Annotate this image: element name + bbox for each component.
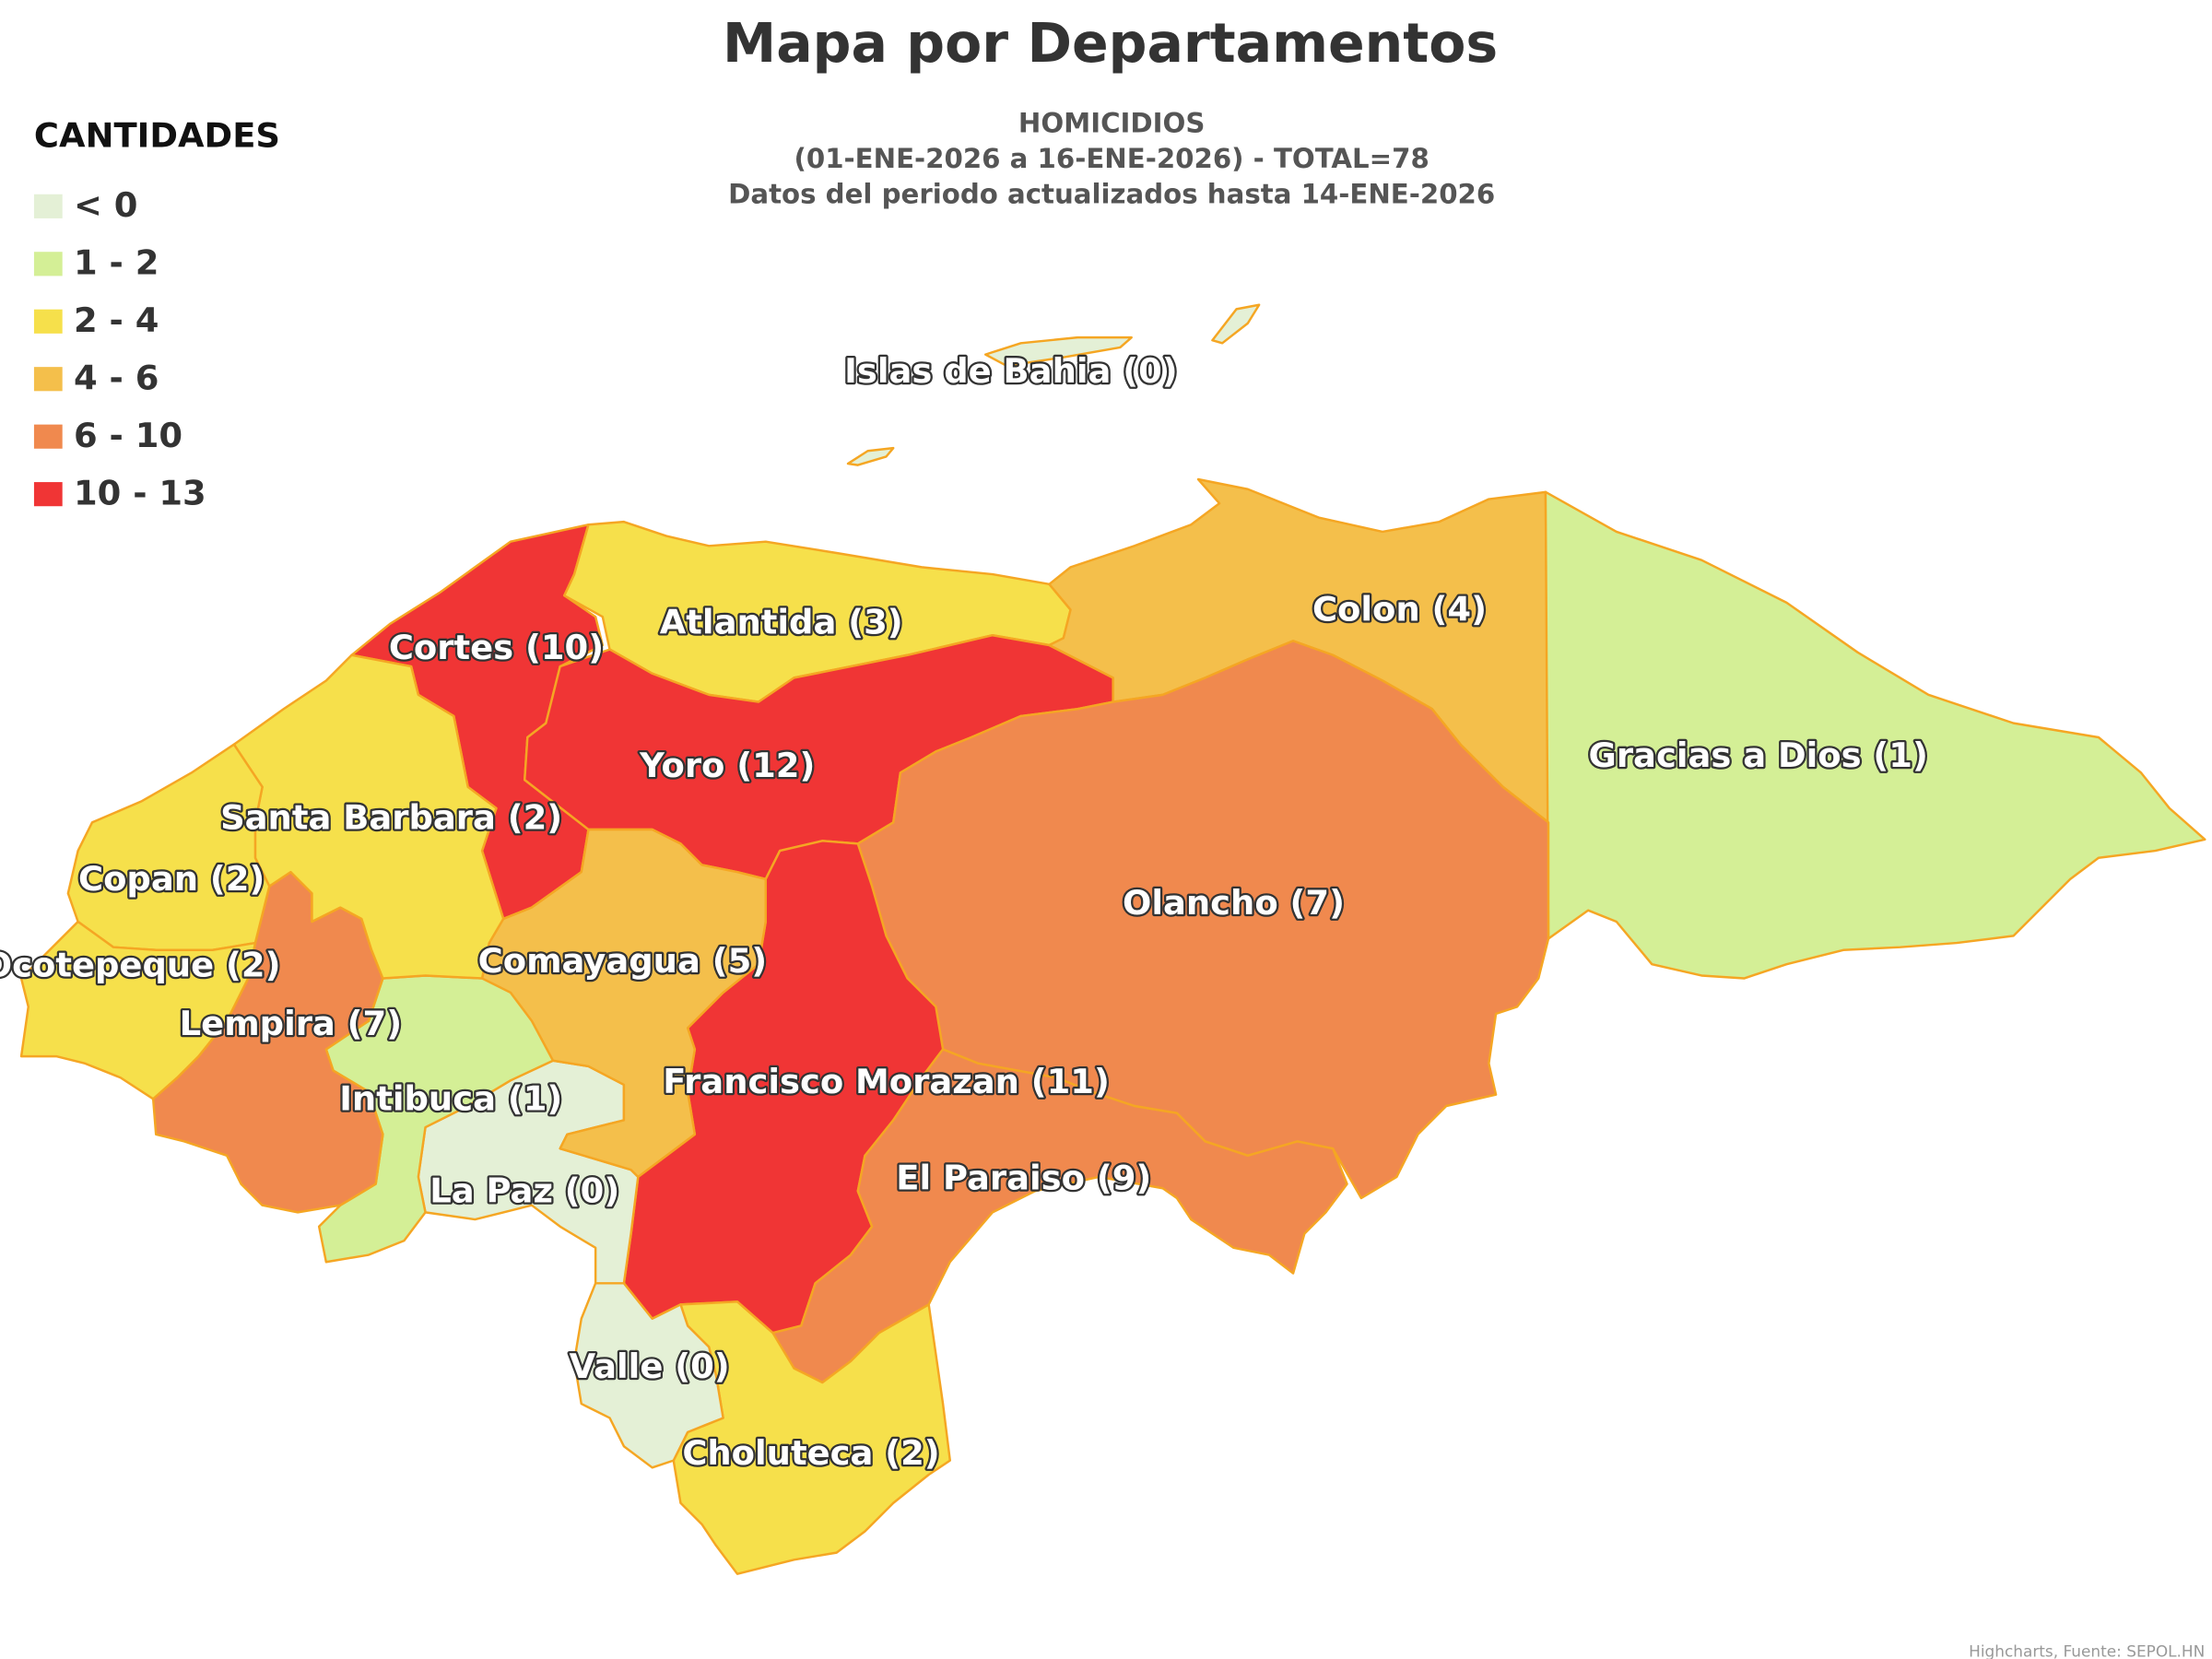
- region-label: Comayagua (5): [478, 941, 768, 981]
- region-label: Copan (2): [78, 859, 265, 899]
- region-label: El Paraiso (9): [896, 1159, 1151, 1198]
- region[interactable]: [771, 1048, 1348, 1384]
- region-label: La Paz (0): [429, 1171, 619, 1210]
- legend-label: < 0: [74, 185, 137, 225]
- legend-swatch: [33, 424, 63, 449]
- legend-swatch: [33, 194, 63, 218]
- region-label: Gracias a Dios (1): [1589, 735, 1928, 775]
- region-label: Valle (0): [570, 1347, 730, 1386]
- region-labels: Islas de Bahia (0) Cortes (10) Atlantida (…: [0, 349, 1930, 1475]
- region-label: Francisco Morazan (11): [663, 1062, 1110, 1101]
- region[interactable]: [1544, 490, 2206, 980]
- region[interactable]: [572, 1282, 724, 1469]
- region[interactable]: [66, 743, 271, 951]
- subtitle: HOMICIDIOS: [1018, 107, 1206, 138]
- subtitle: Datos del periodo actualizados hasta 14-…: [728, 178, 1495, 209]
- legend: < 0 1 - 2 2 - 4 4 - 6 6 - 10 10 - 13: [33, 185, 206, 512]
- legend-label: 10 - 13: [74, 473, 206, 512]
- region-label: Atlantida (3): [660, 602, 903, 641]
- legend-swatch: [33, 309, 63, 334]
- legend-label: 2 - 4: [74, 300, 159, 340]
- legend-label: 4 - 6: [74, 359, 159, 398]
- region-label: Olancho (7): [1123, 883, 1345, 923]
- region-label: Yoro (12): [639, 746, 815, 785]
- region-label: Santa Barbara (2): [220, 798, 562, 838]
- legend-label: 6 - 10: [74, 416, 182, 455]
- regions: [19, 303, 2206, 1575]
- region-label: Intibuca (1): [339, 1078, 562, 1118]
- region-label: Ocotepeque (2): [0, 946, 280, 985]
- legend-title: CANTIDADES: [34, 116, 280, 156]
- map-title: Mapa por Departamentos: [723, 12, 1498, 75]
- region-label: Islas de Bahia (0): [844, 351, 1178, 391]
- region-label: Lempira (7): [180, 1004, 402, 1043]
- region[interactable]: [19, 920, 257, 1100]
- legend-swatch: [33, 482, 63, 507]
- region-label: Cortes (10): [389, 628, 604, 667]
- legend-label: 1 - 2: [74, 243, 159, 283]
- region-label: Colon (4): [1312, 590, 1487, 629]
- subtitle: (01-ENE-2026 a 16-ENE-2026) - TOTAL=78: [794, 143, 1430, 174]
- credit: Highcharts, Fuente: SEPOL.HN: [1969, 1641, 2205, 1659]
- region[interactable]: [846, 303, 1261, 466]
- legend-swatch: [33, 367, 63, 392]
- legend-swatch: [33, 252, 63, 276]
- region-label: Choluteca (2): [682, 1433, 939, 1473]
